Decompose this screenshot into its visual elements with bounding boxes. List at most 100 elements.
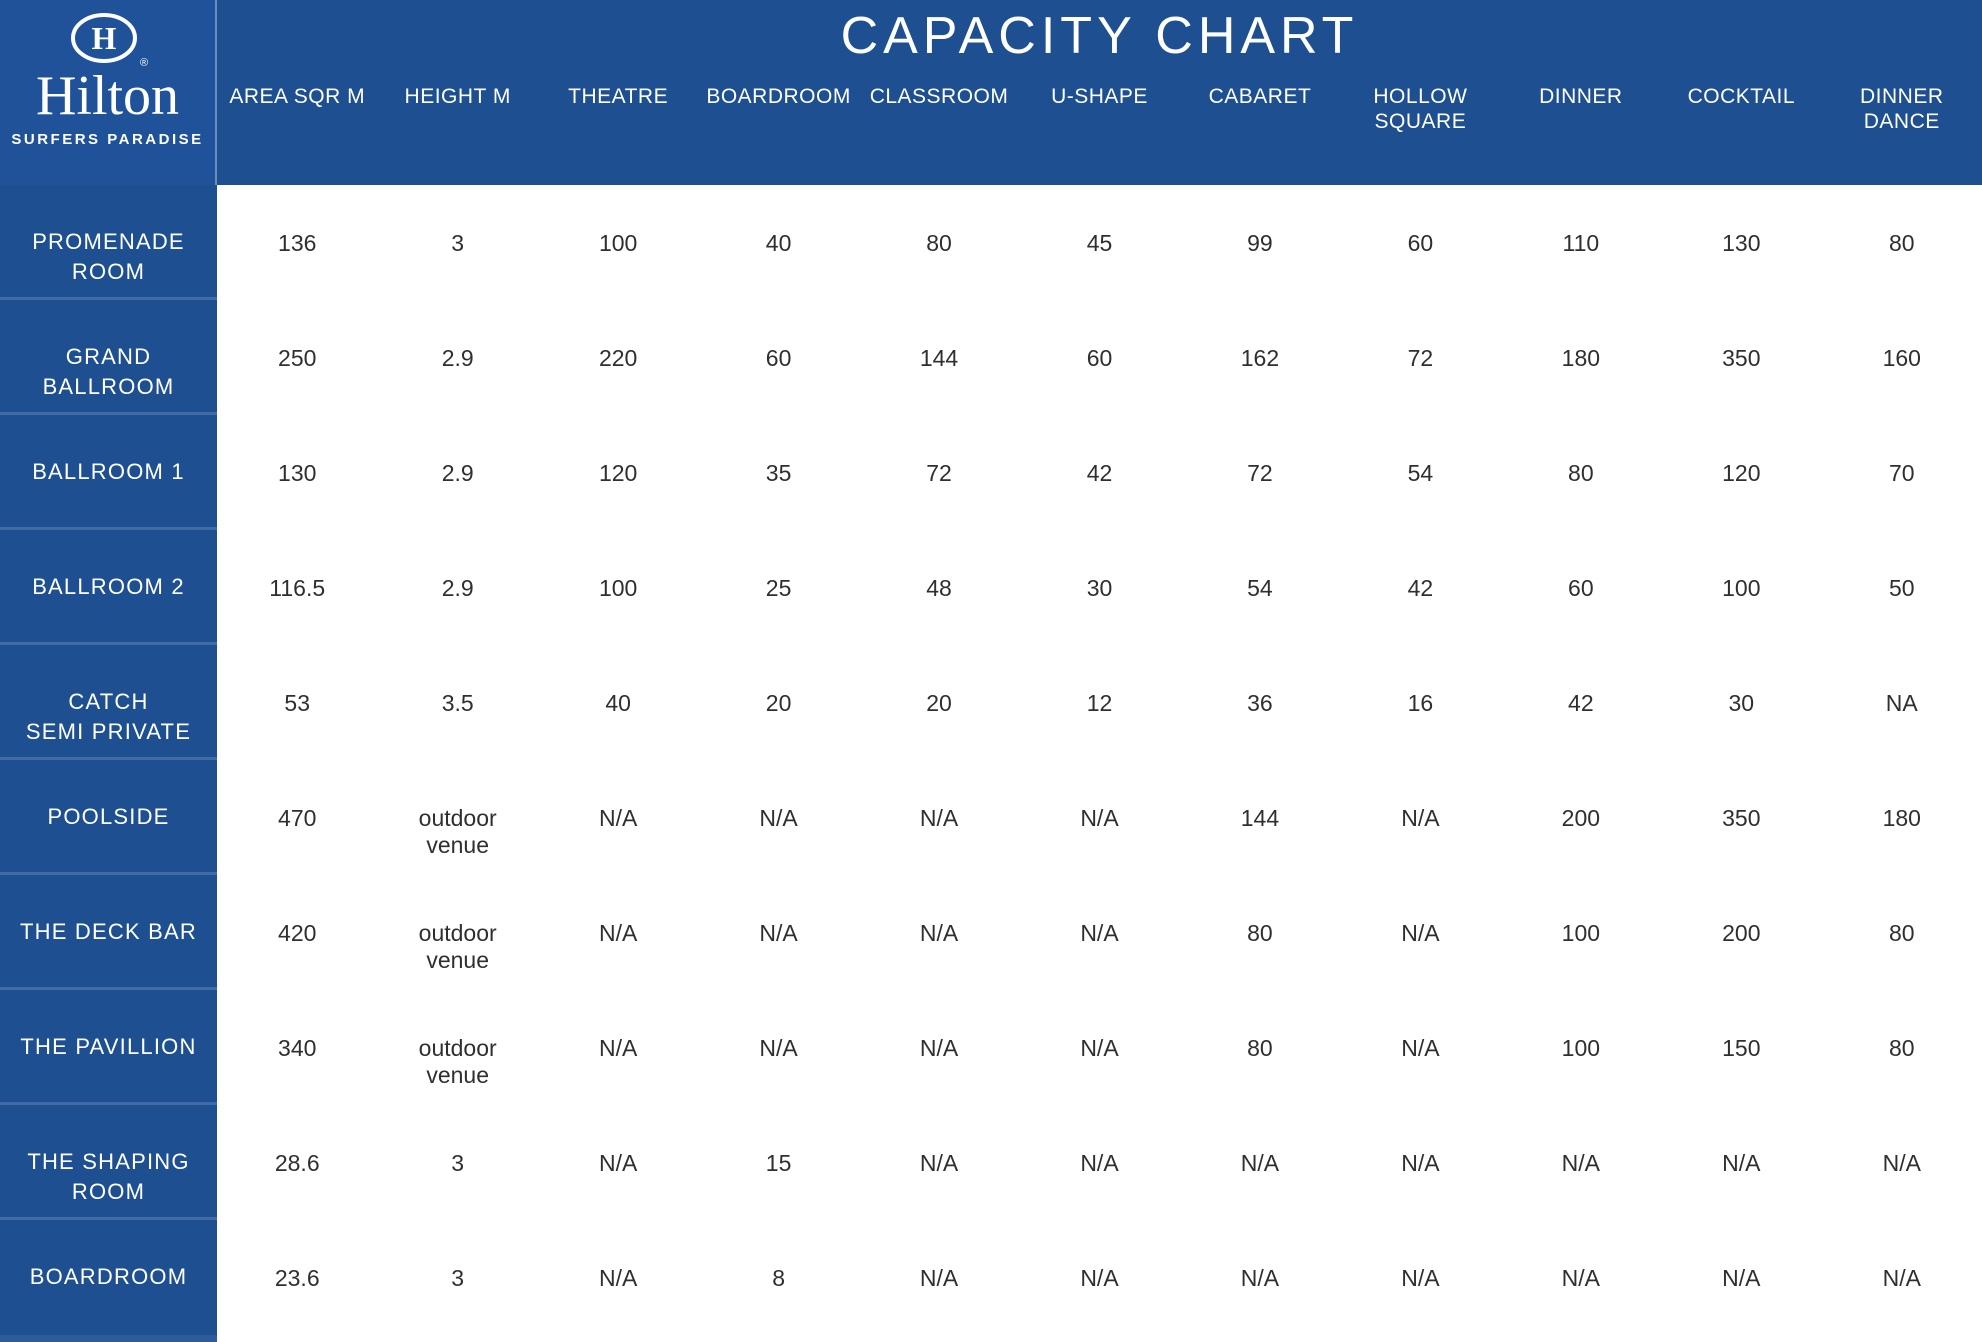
table-row: BALLROOM 2 116.5 2.9 100 25 48 30 54 42 60 100 50 bbox=[0, 530, 1982, 645]
capacity-cell: N/A bbox=[598, 920, 638, 946]
capacity-cell: N/A bbox=[919, 1150, 959, 1176]
table-body: PROMENADE ROOM 136 3 100 40 80 45 99 60 110 130 80… bbox=[0, 185, 1982, 1335]
capacity-cell: N/A bbox=[1080, 920, 1119, 946]
capacity-cell: 80 bbox=[926, 230, 952, 256]
capacity-cell: outdoor venue bbox=[418, 1035, 497, 1088]
capacity-cell: 72 bbox=[1247, 460, 1273, 486]
column-header: DINNER DANCE bbox=[1860, 85, 1944, 133]
capacity-cell: 80 bbox=[1888, 920, 1915, 946]
capacity-cell: N/A bbox=[1401, 1150, 1440, 1176]
page-title: CAPACITY CHART bbox=[840, 7, 1359, 65]
capacity-cell: 40 bbox=[605, 690, 631, 716]
capacity-cell: 100 bbox=[598, 230, 638, 256]
sidebar-bottom-strip bbox=[0, 1335, 217, 1342]
capacity-cell: 350 bbox=[1722, 345, 1761, 371]
capacity-cell: 220 bbox=[598, 345, 638, 371]
capacity-cell: 72 bbox=[926, 460, 952, 486]
capacity-cell: N/A bbox=[1240, 1265, 1280, 1291]
capacity-cell: 40 bbox=[765, 230, 792, 256]
capacity-cell: 60 bbox=[1407, 230, 1434, 256]
capacity-cell: NA bbox=[1885, 690, 1918, 716]
table-row: BALLROOM 1 130 2.9 120 35 72 42 72 54 80 120 70 bbox=[0, 415, 1982, 530]
column-header: THEATRE bbox=[568, 85, 669, 108]
table-row: PROMENADE ROOM 136 3 100 40 80 45 99 60 110 130 80 bbox=[0, 185, 1982, 300]
capacity-cell: 23.6 bbox=[274, 1265, 320, 1291]
capacity-cell: N/A bbox=[1722, 1150, 1761, 1176]
capacity-cell: 120 bbox=[598, 460, 638, 486]
table-row: THE SHAPING ROOM 28.6 3 N/A 15 N/A N/A N/A N/A N… bbox=[0, 1105, 1982, 1220]
capacity-cell: 100 bbox=[598, 575, 638, 601]
column-header: BOARDROOM bbox=[706, 85, 851, 108]
room-name-cell: BOARDROOM bbox=[0, 1220, 217, 1335]
capacity-cell: 16 bbox=[1407, 690, 1434, 716]
capacity-cell: 180 bbox=[1882, 805, 1921, 831]
capacity-cell: N/A bbox=[598, 1035, 638, 1061]
capacity-cell: 136 bbox=[278, 230, 317, 256]
room-name-cell: THE SHAPING ROOM bbox=[0, 1105, 217, 1220]
capacity-cell: 8 bbox=[772, 1265, 785, 1291]
table-row: POOLSIDE 470 outdoor venue N/A N/A N/A N/A 144… bbox=[0, 760, 1982, 875]
capacity-cell: 420 bbox=[278, 920, 317, 946]
header-band: H ® Hilton SURFERS PARADISE CAPACITY CHA… bbox=[0, 0, 1982, 185]
capacity-cell: 80 bbox=[1247, 1035, 1273, 1061]
capacity-cell: 60 bbox=[1568, 575, 1594, 601]
capacity-cell: 130 bbox=[278, 460, 317, 486]
capacity-cell: 30 bbox=[1086, 575, 1113, 601]
capacity-cell: N/A bbox=[598, 1150, 638, 1176]
table-row: THE PAVILLION 340 outdoor venue N/A N/A N/A N… bbox=[0, 990, 1982, 1105]
capacity-cell: N/A bbox=[919, 1035, 959, 1061]
column-header: AREA SQR M bbox=[229, 85, 366, 108]
capacity-cell: N/A bbox=[919, 1265, 959, 1291]
capacity-cell: 3 bbox=[451, 1150, 465, 1176]
capacity-cell: 54 bbox=[1247, 575, 1273, 601]
hotel-logo: H ® Hilton SURFERS PARADISE bbox=[0, 0, 217, 185]
capacity-cell: 160 bbox=[1882, 345, 1921, 371]
capacity-cell: 2.9 bbox=[441, 345, 474, 371]
capacity-cell: N/A bbox=[1882, 1150, 1921, 1176]
capacity-cell: 60 bbox=[765, 345, 792, 371]
capacity-cell: 3.5 bbox=[441, 690, 474, 716]
capacity-cell: 28.6 bbox=[274, 1150, 320, 1176]
capacity-cell: 120 bbox=[1722, 460, 1761, 486]
capacity-cell: N/A bbox=[1080, 1265, 1119, 1291]
room-name-cell: CATCH SEMI PRIVATE bbox=[0, 645, 217, 760]
column-header: CLASSROOM bbox=[869, 85, 1009, 108]
capacity-cell: 2.9 bbox=[441, 460, 474, 486]
table-row: BOARDROOM 23.6 3 N/A 8 N/A N/A N/A N/A N/A N/A N/A bbox=[0, 1220, 1982, 1335]
capacity-cell: 130 bbox=[1722, 230, 1761, 256]
capacity-cell: N/A bbox=[759, 805, 798, 831]
room-name-cell: PROMENADE ROOM bbox=[0, 185, 217, 300]
capacity-cell: 340 bbox=[278, 1035, 317, 1061]
capacity-cell: 48 bbox=[926, 575, 952, 601]
table-row: GRAND BALLROOM 250 2.9 220 60 144 60 162 72 180 3… bbox=[0, 300, 1982, 415]
hilton-crest-icon: H ® bbox=[70, 13, 148, 69]
capacity-cell: N/A bbox=[1882, 1265, 1921, 1291]
capacity-cell: N/A bbox=[1080, 1150, 1119, 1176]
capacity-cell: N/A bbox=[1401, 1265, 1440, 1291]
capacity-cell: N/A bbox=[759, 1035, 798, 1061]
capacity-cell: N/A bbox=[598, 1265, 638, 1291]
capacity-cell: 200 bbox=[1722, 920, 1761, 946]
capacity-cell: 12 bbox=[1086, 690, 1113, 716]
column-header: HEIGHT M bbox=[404, 85, 511, 108]
capacity-cell: N/A bbox=[1080, 1035, 1119, 1061]
capacity-cell: 45 bbox=[1086, 230, 1113, 256]
capacity-cell: 42 bbox=[1086, 460, 1113, 486]
column-header: DINNER bbox=[1539, 85, 1623, 108]
capacity-cell: 42 bbox=[1568, 690, 1594, 716]
capacity-cell: N/A bbox=[1401, 920, 1440, 946]
capacity-cell: N/A bbox=[1561, 1150, 1601, 1176]
capacity-cell: 70 bbox=[1888, 460, 1915, 486]
room-name-cell: THE PAVILLION bbox=[0, 990, 217, 1105]
capacity-cell: 100 bbox=[1722, 575, 1761, 601]
capacity-cell: 35 bbox=[765, 460, 792, 486]
capacity-cell: 180 bbox=[1561, 345, 1601, 371]
capacity-cell: outdoor venue bbox=[418, 805, 497, 858]
capacity-cell: 250 bbox=[278, 345, 317, 371]
capacity-cell: 53 bbox=[284, 690, 311, 716]
capacity-cell: 110 bbox=[1562, 230, 1600, 256]
capacity-cell: 150 bbox=[1722, 1035, 1761, 1061]
room-name-cell: POOLSIDE bbox=[0, 760, 217, 875]
capacity-cell: N/A bbox=[1561, 1265, 1601, 1291]
capacity-cell: 25 bbox=[765, 575, 792, 601]
